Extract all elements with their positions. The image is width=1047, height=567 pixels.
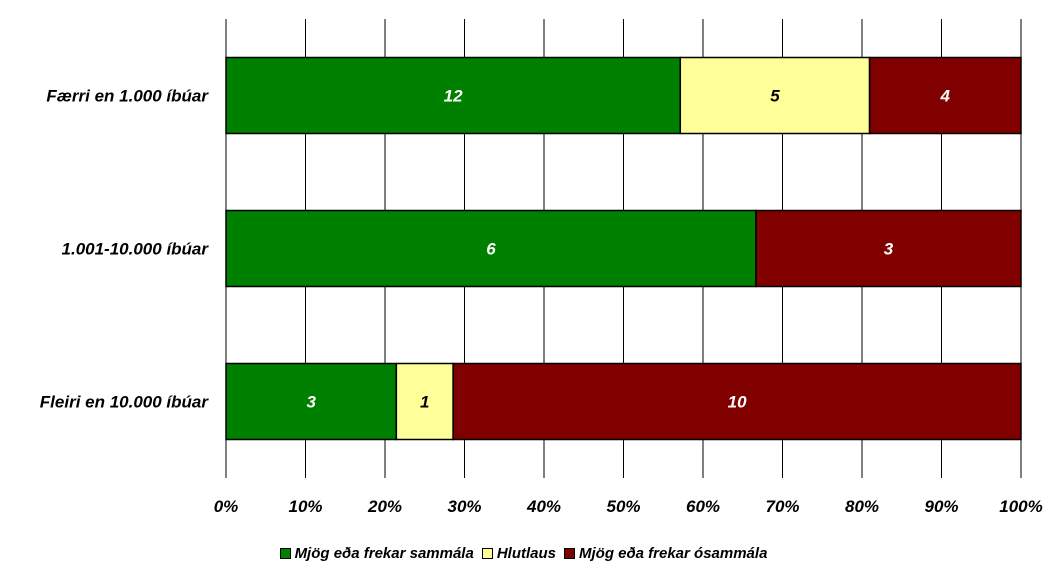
data-label: 3 [306, 393, 316, 412]
legend-item-neutral: Hlutlaus [481, 544, 556, 562]
data-label: 1 [420, 393, 429, 412]
legend-swatch-agree [279, 547, 291, 559]
x-tick-label: 100% [999, 497, 1042, 516]
x-tick-label: 30% [447, 497, 481, 516]
data-label: 5 [770, 87, 780, 106]
bar-segment [225, 56, 682, 135]
bar-segment [755, 209, 1022, 288]
x-tick-label: 50% [606, 497, 640, 516]
data-label: 4 [940, 87, 951, 106]
legend-item-agree: Mjög eða frekar sammála [279, 544, 474, 562]
data-label: 12 [444, 87, 463, 106]
data-label: 3 [884, 240, 894, 259]
legend-swatch-neutral [481, 547, 493, 559]
x-tick-label: 20% [367, 497, 402, 516]
bar-segment [452, 362, 1022, 441]
bar-segment [225, 362, 398, 441]
bars: 12 5 4 6 3 3 1 10 [225, 56, 1022, 441]
x-tick-label: 0% [214, 497, 239, 516]
category-label: Færri en 1.000 íbúar [46, 87, 209, 106]
x-tick-label: 80% [845, 497, 879, 516]
x-tick-label: 10% [288, 497, 322, 516]
data-label: 6 [486, 240, 496, 259]
x-tick-label: 40% [526, 497, 561, 516]
legend-label-disagree: Mjög eða frekar ósammála [579, 544, 768, 562]
x-tick-label: 70% [765, 497, 799, 516]
bar-segment [225, 209, 757, 288]
category-label: Fleiri en 10.000 íbúar [40, 393, 210, 412]
x-tick-label: 60% [686, 497, 720, 516]
data-label: 10 [728, 393, 747, 412]
chart: 12 5 4 6 3 3 1 10 Færri en 1.000 íbúar 1.001-10.… [40, 19, 1043, 516]
category-labels: Færri en 1.000 íbúar 1.001-10.000 íbúar Fl… [40, 87, 210, 412]
x-tick-label: 90% [924, 497, 958, 516]
bar-segment [679, 56, 871, 135]
legend-label-neutral: Hlutlaus [496, 544, 556, 562]
x-axis-tick-labels: 0% 10% 20% 30% 40% 50% 60% 70% 80% 90% 100% [214, 497, 1043, 516]
legend-item-disagree: Mjög eða frekar ósammála [564, 545, 767, 562]
bar-segment [868, 56, 1022, 135]
category-label: 1.001-10.000 íbúar [62, 240, 210, 259]
bar-segment [395, 362, 454, 441]
legend-swatch-disagree [564, 547, 575, 559]
legend-label-agree: Mjög eða frekar sammála [294, 544, 474, 562]
legend: Mjög eða frekar sammála Hlutlaus Mjög eð… [0, 541, 1047, 565]
